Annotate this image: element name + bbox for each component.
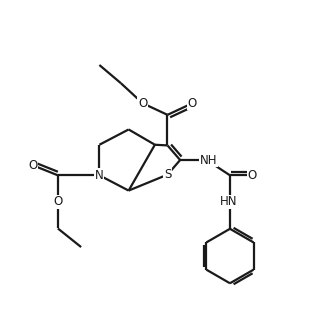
Text: HN: HN — [219, 196, 237, 208]
Text: N: N — [95, 169, 104, 182]
Text: S: S — [164, 168, 171, 181]
Text: O: O — [53, 196, 63, 208]
Text: O: O — [138, 97, 147, 110]
Text: NH: NH — [200, 154, 217, 167]
Text: O: O — [28, 159, 38, 172]
Text: O: O — [188, 97, 197, 110]
Text: O: O — [248, 169, 257, 182]
